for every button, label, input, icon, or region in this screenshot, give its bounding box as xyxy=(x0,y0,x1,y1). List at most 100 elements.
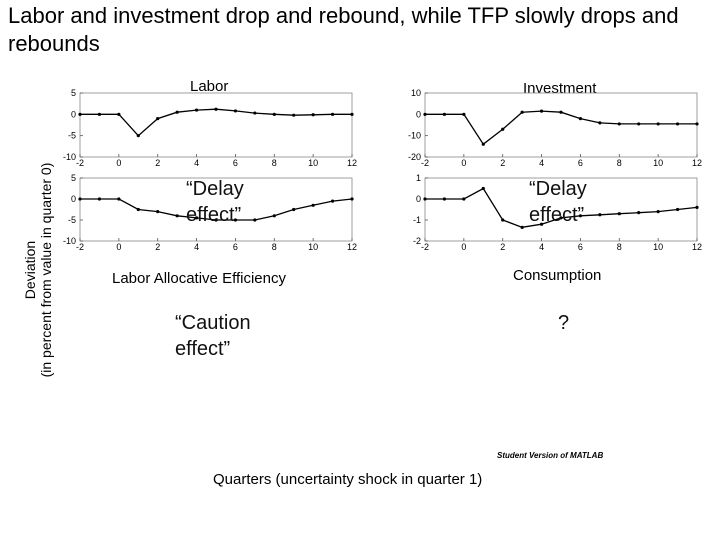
data-point xyxy=(442,112,447,116)
delay-effect-annotation-left: “Delay effect” xyxy=(186,176,244,228)
data-point xyxy=(330,199,335,203)
x-tick-label: 2 xyxy=(500,158,505,168)
x-tick-label: 12 xyxy=(692,242,702,252)
data-point xyxy=(481,186,485,191)
delay-left-line1: “Delay xyxy=(186,178,244,200)
data-point xyxy=(462,112,466,116)
delay-right-line2: effect” xyxy=(529,204,585,226)
delay-effect-annotation-right: “Delay effect” xyxy=(529,176,587,228)
data-point xyxy=(292,207,296,212)
data-point xyxy=(520,110,524,114)
data-point xyxy=(501,218,505,222)
data-point xyxy=(272,112,276,116)
x-tick-label: 0 xyxy=(461,242,466,252)
data-point xyxy=(578,214,583,218)
data-point xyxy=(156,117,160,121)
data-point xyxy=(617,122,621,126)
x-tick-label: 12 xyxy=(347,158,357,168)
data-point xyxy=(272,214,276,218)
data-point xyxy=(501,127,505,131)
data-point xyxy=(656,210,660,214)
y-tick-label: -10 xyxy=(63,236,76,246)
data-point xyxy=(539,109,544,113)
data-point xyxy=(136,207,140,212)
data-point xyxy=(481,142,485,146)
y-tick-label: -10 xyxy=(63,152,76,162)
y-tick-label: 0 xyxy=(71,194,76,204)
x-tick-label: 0 xyxy=(116,158,121,168)
data-point xyxy=(539,222,544,226)
data-point xyxy=(462,197,466,201)
panel-label-labor: Labor xyxy=(190,78,229,95)
x-tick-label: 2 xyxy=(155,158,160,168)
x-tick-label: 8 xyxy=(272,158,277,168)
caution-line2: effect” xyxy=(175,338,231,360)
y-tick-label: -2 xyxy=(413,236,421,246)
data-point xyxy=(136,134,140,138)
data-point xyxy=(598,213,602,217)
data-point xyxy=(292,113,296,117)
x-tick-label: 10 xyxy=(653,242,663,252)
x-tick-label: 12 xyxy=(692,158,702,168)
x-tick-label: 10 xyxy=(308,158,318,168)
data-point xyxy=(598,121,602,125)
x-tick-label: 0 xyxy=(461,158,466,168)
data-point xyxy=(175,110,179,114)
x-tick-label: 6 xyxy=(233,242,238,252)
x-tick-label: 6 xyxy=(578,242,583,252)
x-tick-label: 10 xyxy=(653,158,663,168)
data-point xyxy=(520,225,524,229)
x-tick-label: -2 xyxy=(421,158,429,168)
y-tick-label: 0 xyxy=(71,109,76,119)
x-tick-label: 8 xyxy=(617,158,622,168)
question-mark-annotation: ? xyxy=(558,312,570,334)
data-point xyxy=(637,211,641,215)
caution-line1: “Caution xyxy=(175,312,251,334)
x-tick-label: -2 xyxy=(421,242,429,252)
data-point xyxy=(559,110,563,114)
x-tick-label: 8 xyxy=(617,242,622,252)
y-tick-label: -10 xyxy=(408,131,421,141)
data-point xyxy=(117,112,121,116)
x-tick-label: 4 xyxy=(539,242,544,252)
plot-frame-labor-allocative-efficiency xyxy=(79,177,353,242)
y-tick-label: -1 xyxy=(413,215,421,225)
data-point xyxy=(97,197,102,201)
data-point xyxy=(637,122,641,126)
panel-label-labor-allocative-efficiency: Labor Allocative Efficiency xyxy=(112,270,286,287)
data-point xyxy=(78,112,82,116)
x-tick-label: 8 xyxy=(272,242,277,252)
data-point xyxy=(578,117,583,121)
data-point xyxy=(350,112,354,116)
data-point xyxy=(175,214,179,218)
data-point xyxy=(559,216,563,220)
plot-frame-tfp xyxy=(424,177,698,242)
x-tick-label: 2 xyxy=(155,242,160,252)
x-tick-label: 6 xyxy=(578,158,583,168)
data-point xyxy=(78,197,82,201)
data-point xyxy=(617,212,621,216)
panel-label-consumption: Consumption xyxy=(513,267,602,284)
data-point xyxy=(330,112,335,116)
data-point xyxy=(233,218,238,222)
data-point xyxy=(423,197,427,201)
x-tick-label: 2 xyxy=(500,242,505,252)
x-tick-label: 4 xyxy=(539,158,544,168)
data-point xyxy=(194,108,199,112)
plot-frame-labor xyxy=(79,92,353,158)
slide-title: Labor and investment drop and rebound, w… xyxy=(8,3,679,56)
data-point xyxy=(156,210,160,214)
data-point xyxy=(675,207,680,212)
y-tick-label: 10 xyxy=(411,88,421,98)
y-tick-label: -20 xyxy=(408,152,421,162)
data-point xyxy=(253,111,257,115)
y-tick-label: 0 xyxy=(416,109,421,119)
delay-left-line2: effect” xyxy=(186,204,242,226)
x-tick-label: 10 xyxy=(308,242,318,252)
data-point xyxy=(695,205,699,209)
data-point xyxy=(695,122,699,126)
data-point xyxy=(350,197,354,201)
caution-effect-annotation: “Caution effect” xyxy=(175,310,251,362)
data-point xyxy=(233,109,238,113)
